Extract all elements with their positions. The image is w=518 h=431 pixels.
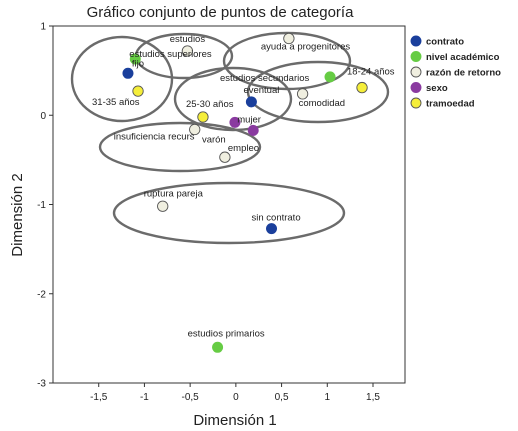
point-label: estudios superiores bbox=[129, 49, 212, 60]
x-tick-label: -1 bbox=[140, 392, 149, 403]
data-point bbox=[247, 124, 259, 136]
point-label: ayuda a progenitores bbox=[261, 41, 351, 52]
point-label: 18-24 años bbox=[347, 67, 395, 78]
data-point bbox=[197, 111, 209, 123]
data-point bbox=[356, 81, 368, 94]
data-point bbox=[122, 67, 134, 79]
y-tick-label: -1 bbox=[37, 200, 46, 211]
cluster-ellipse bbox=[70, 35, 174, 123]
cluster-ellipse bbox=[98, 121, 262, 173]
data-point bbox=[219, 151, 231, 163]
data-point bbox=[212, 341, 224, 353]
x-tick-label: -0,5 bbox=[182, 392, 200, 403]
x-tick-label: 1 bbox=[325, 392, 331, 403]
plot-area: -1,5 -1 -0,5 0 0,5 1 1,5 1 0 -1 -2 -3 fijo eventual si… bbox=[37, 22, 406, 403]
y-axis-title: Dimensión 2 bbox=[9, 173, 26, 256]
data-point bbox=[296, 88, 309, 100]
legend-marker bbox=[410, 82, 422, 93]
data-point bbox=[181, 45, 194, 57]
point-label: 31-35 años bbox=[92, 97, 140, 108]
data-point bbox=[324, 71, 336, 83]
point-label: sin contrato bbox=[252, 213, 301, 224]
data-point bbox=[229, 116, 241, 128]
legend-marker bbox=[410, 51, 422, 62]
point-label: insuficiencia recurs bbox=[114, 132, 195, 143]
point-label: empleo bbox=[228, 143, 259, 154]
x-tick-label: 1,5 bbox=[366, 392, 380, 403]
y-tick-label: 1 bbox=[40, 22, 46, 33]
point-label: 25-30 años bbox=[186, 99, 234, 110]
data-point bbox=[129, 53, 141, 65]
point-label: varón bbox=[202, 134, 226, 145]
chart-title: Gráfico conjunto de puntos de categoría bbox=[87, 4, 355, 21]
data-point bbox=[189, 123, 201, 136]
data-point bbox=[266, 223, 278, 235]
x-tick-label: -1,5 bbox=[90, 392, 108, 403]
data-point bbox=[157, 200, 169, 212]
cluster-ellipse bbox=[246, 60, 390, 124]
point-label: estudios primarios bbox=[188, 328, 265, 339]
point-labels: fijo eventual sin contrato estudios superio… bbox=[92, 34, 395, 339]
point-label: fijo bbox=[132, 58, 144, 69]
point-label: estudios bbox=[170, 34, 206, 45]
legend-label: sexo bbox=[426, 83, 448, 94]
legend-marker bbox=[410, 97, 422, 109]
legend-label: nivel académico bbox=[426, 52, 500, 63]
legend: contrato nivel académico razón de retorno s… bbox=[410, 35, 501, 110]
y-tick-label: 0 bbox=[40, 111, 46, 122]
y-tick-label: -3 bbox=[37, 379, 46, 390]
legend-label: razón de retorno bbox=[426, 68, 501, 79]
y-tick-label: -2 bbox=[37, 289, 46, 300]
point-label: ruptura pareja bbox=[144, 188, 204, 199]
legend-label: tramoedad bbox=[426, 99, 475, 110]
legend-marker bbox=[410, 66, 422, 78]
point-label: estudios secundarios bbox=[220, 73, 309, 84]
x-axis-title: Dimensión 1 bbox=[193, 412, 276, 429]
data-points bbox=[122, 32, 368, 353]
x-tick-label: 0 bbox=[233, 392, 239, 403]
data-point bbox=[132, 85, 144, 97]
legend-label: contrato bbox=[426, 37, 464, 48]
cluster-ellipse bbox=[112, 181, 346, 245]
point-label: comodidad bbox=[299, 98, 345, 109]
point-label: mujer bbox=[237, 114, 261, 125]
data-point bbox=[245, 96, 257, 108]
point-label: eventual bbox=[243, 85, 279, 96]
x-tick-label: 0,5 bbox=[275, 392, 289, 403]
data-point bbox=[283, 32, 295, 45]
legend-marker bbox=[410, 35, 422, 47]
